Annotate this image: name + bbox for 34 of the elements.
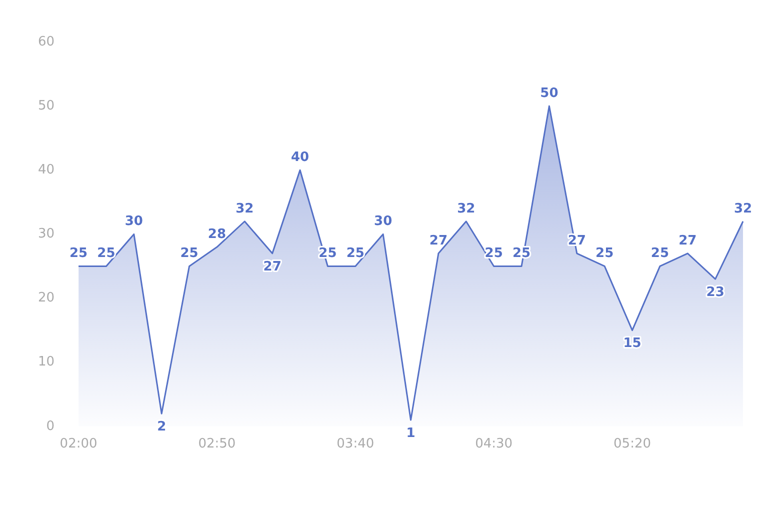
y-tick-label: 10 [38, 354, 55, 370]
y-tick-label: 20 [38, 290, 55, 306]
data-label: 50 [540, 86, 558, 101]
x-tick-label: 02:50 [198, 436, 236, 452]
data-label: 25 [69, 246, 88, 262]
data-label: 27 [678, 233, 697, 248]
x-tick-label: 04:30 [475, 436, 513, 452]
x-tick-label: 05:20 [614, 436, 651, 452]
data-label: 25 [180, 246, 198, 262]
data-label: 25 [596, 246, 614, 262]
data-label: 1 [406, 426, 416, 441]
data-label: 23 [706, 284, 724, 300]
y-tick-label: 60 [38, 34, 55, 50]
data-label: 30 [124, 214, 143, 230]
data-label: 32 [457, 201, 476, 216]
data-label: 15 [623, 336, 642, 352]
x-tick-label: 03:40 [336, 436, 374, 452]
data-label: 32 [734, 201, 752, 216]
data-label: 25 [484, 246, 503, 262]
data-label: 27 [263, 259, 282, 274]
data-label: 27 [429, 233, 448, 248]
y-tick-label: 50 [38, 98, 55, 114]
y-tick-label: 0 [46, 418, 55, 434]
data-label: 25 [346, 246, 364, 262]
x-tick-label: 02:00 [60, 436, 98, 452]
y-tick-label: 40 [38, 162, 55, 178]
data-label: 25 [650, 246, 669, 262]
data-label: 2 [157, 419, 166, 434]
data-label: 32 [236, 201, 254, 216]
y-tick-label: 30 [38, 226, 55, 242]
data-label: 25 [97, 246, 116, 262]
data-label: 30 [374, 214, 392, 230]
data-label: 40 [290, 150, 310, 166]
data-label: 28 [208, 226, 226, 242]
